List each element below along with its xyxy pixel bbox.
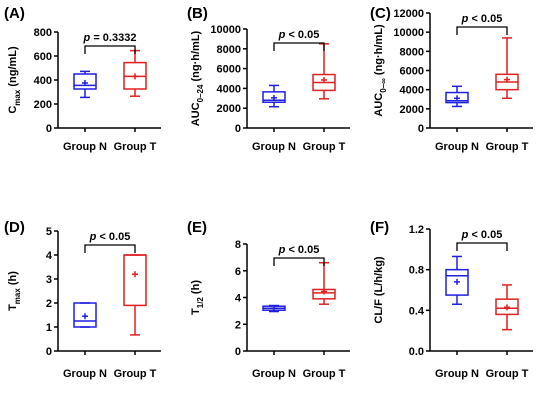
y-tick-label: 4 xyxy=(46,250,53,262)
y-tick-label: 2000 xyxy=(217,103,241,115)
y-tick-label: 6000 xyxy=(400,66,424,78)
y-tick-label: 5 xyxy=(46,226,52,238)
box-iqr xyxy=(73,302,97,328)
x-category-label: Group T xyxy=(486,141,529,153)
y-tick-label: 0.0 xyxy=(409,346,424,358)
x-category-label: Group T xyxy=(114,368,157,380)
y-tick-label: 1.2 xyxy=(409,224,424,236)
box-iqr xyxy=(445,268,469,296)
y-tick-label: 4000 xyxy=(400,85,424,97)
x-category-label: Group N xyxy=(252,141,296,153)
y-tick-label: 200 xyxy=(34,99,52,111)
y-tick-label: 0 xyxy=(46,346,52,358)
panel-letter: (A) xyxy=(4,5,25,22)
significance-bracket xyxy=(273,42,325,51)
y-tick-label: 0 xyxy=(235,346,241,358)
x-category-label: Group N xyxy=(63,141,107,153)
y-tick-label: 4 xyxy=(235,293,242,305)
panel-c: (C) 0 2000 4000 6000 8000 10000 12000 Group N Gro… xyxy=(370,5,533,153)
y-tick-label: 0 xyxy=(418,123,424,135)
y-tick-label: 4000 xyxy=(217,83,241,95)
y-tick-label: 8000 xyxy=(400,46,424,58)
x-category-label: Group N xyxy=(63,368,107,380)
x-category-label: Group N xyxy=(435,141,479,153)
p-value-label: p = 0.3332 xyxy=(83,32,137,44)
panel-f: (F) 0.0 0.4 0.8 1.2 Group N Group T CL/F (L/h/k… xyxy=(370,219,533,380)
significance-bracket xyxy=(456,26,508,35)
y-axis-label: AUC0–24 (ng·h/mL) xyxy=(190,30,205,126)
x-category-label: Group N xyxy=(435,368,479,380)
significance-bracket xyxy=(84,244,136,253)
y-tick-label: 10000 xyxy=(210,24,241,36)
box-group-n xyxy=(262,84,286,108)
p-value-label: p < 0.05 xyxy=(89,231,131,243)
y-tick-label: 6000 xyxy=(217,64,241,76)
panel-d: (D) 0 1 2 3 4 5 Group N Group T Tmax (h) p < 0.05 xyxy=(4,219,161,380)
panel-a: (A) 0 200 400 600 800 Group N Group T Cmax (ng/m… xyxy=(4,5,161,153)
box-group-n xyxy=(73,70,97,99)
y-tick-label: 8000 xyxy=(217,44,241,56)
y-tick-label: 0 xyxy=(46,123,52,135)
box-iqr xyxy=(445,91,469,104)
box-group-t xyxy=(123,254,147,336)
panel-letter: (F) xyxy=(370,219,389,236)
y-tick-label: 800 xyxy=(34,27,52,39)
x-category-label: Group N xyxy=(252,368,296,380)
box-iqr xyxy=(123,254,147,307)
y-tick-label: 1 xyxy=(46,322,52,334)
p-value-label: p < 0.05 xyxy=(461,229,503,241)
y-tick-label: 3 xyxy=(46,274,52,286)
y-tick-label: 0.4 xyxy=(409,305,425,317)
box-group-t xyxy=(123,49,147,97)
y-tick-label: 10000 xyxy=(393,27,424,39)
significance-bracket xyxy=(84,45,136,54)
y-tick-label: 6 xyxy=(235,266,241,278)
x-category-label: Group T xyxy=(114,141,157,153)
y-tick-label: 0.8 xyxy=(409,265,424,277)
y-axis-label: T1/2 (h) xyxy=(190,280,205,315)
box-group-n xyxy=(445,255,469,305)
box-group-t xyxy=(312,43,336,100)
box-group-t xyxy=(495,284,519,331)
y-tick-label: 2 xyxy=(235,319,241,331)
panel-b: (B) 0 2000 4000 6000 8000 10000 Group N Group T A… xyxy=(187,5,350,153)
y-axis-label: Cmax (ng/mL) xyxy=(7,46,22,114)
panel-letter: (E) xyxy=(187,219,207,236)
y-tick-label: 2000 xyxy=(400,104,424,116)
box-group-n xyxy=(73,302,97,328)
box-iqr xyxy=(262,91,286,104)
panel-letter: (B) xyxy=(187,5,208,22)
box-iqr xyxy=(495,298,519,316)
y-tick-label: 600 xyxy=(34,51,52,63)
y-tick-label: 8 xyxy=(235,239,241,251)
box-iqr xyxy=(73,73,97,90)
box-group-n xyxy=(445,85,469,108)
p-value-label: p < 0.05 xyxy=(278,244,320,256)
box-group-t xyxy=(312,261,336,305)
y-axis-label: Tmax (h) xyxy=(7,271,22,311)
panel-letter: (D) xyxy=(4,219,25,236)
p-value-label: p < 0.05 xyxy=(461,13,503,25)
box-group-n xyxy=(262,304,286,313)
y-tick-label: 2 xyxy=(46,298,52,310)
significance-bracket xyxy=(273,257,325,266)
y-tick-label: 12000 xyxy=(393,8,424,20)
y-axis-label: CL/F (L/h/kg) xyxy=(373,256,385,324)
y-tick-label: 400 xyxy=(34,75,52,87)
x-category-label: Group T xyxy=(303,368,346,380)
y-tick-label: 0 xyxy=(235,123,241,135)
panel-e: (E) 0 2 4 6 8 Group N Group T T1/2 (h) p < 0.05 xyxy=(187,219,350,380)
x-category-label: Group T xyxy=(486,368,529,380)
significance-bracket xyxy=(456,242,508,251)
box-group-t xyxy=(495,37,519,100)
y-axis-label: AUC0–∞ (ng·h/mL) xyxy=(373,24,388,117)
panel-letter: (C) xyxy=(370,5,391,22)
p-value-label: p < 0.05 xyxy=(278,29,320,41)
x-category-label: Group T xyxy=(303,141,346,153)
